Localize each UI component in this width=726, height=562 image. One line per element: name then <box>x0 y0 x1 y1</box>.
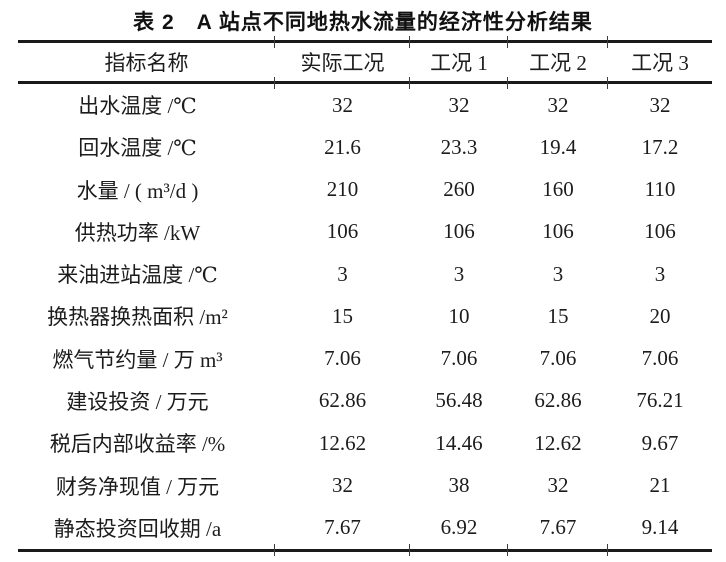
table-cell: 160 <box>542 177 574 202</box>
row-label: 税后内部收益率 /% <box>49 432 226 457</box>
table-cell: 23.3 <box>440 134 478 159</box>
table-cell: 32 <box>547 92 569 117</box>
table-cell: 76.21 <box>636 388 684 413</box>
table-cell: 9.67 <box>641 430 679 455</box>
column-tick <box>274 77 275 89</box>
row-label: 静态投资回收期 /a <box>53 516 222 541</box>
table-row: 燃气节约量 / 万 m³ 7.06 7.06 7.06 7.06 <box>18 338 712 380</box>
column-tick <box>409 544 410 556</box>
table-cell: 7.06 <box>641 346 679 371</box>
table-cell: 3 <box>453 261 465 286</box>
column-header-indicator: 指标名称 <box>18 41 275 84</box>
column-tick <box>507 36 508 48</box>
table-cell: 32 <box>332 92 353 117</box>
table-cell: 19.4 <box>539 134 577 159</box>
column-header-case3: 工况 3 <box>608 41 712 84</box>
column-tick <box>507 544 508 556</box>
column-tick <box>409 36 410 48</box>
table-cell: 62.86 <box>318 388 367 413</box>
column-tick <box>274 36 275 48</box>
table-cell: 15 <box>332 303 353 328</box>
column-tick <box>607 36 608 48</box>
table-cell: 32 <box>649 92 671 117</box>
table-cell: 106 <box>542 219 574 244</box>
table-cell: 7.67 <box>324 515 361 540</box>
table-cell: 12.62 <box>534 430 582 455</box>
table-cell: 106 <box>443 219 475 244</box>
table-cell: 10 <box>448 303 470 328</box>
table-row: 回水温度 /℃ 21.6 23.3 19.4 17.2 <box>18 126 712 168</box>
table-cell: 17.2 <box>641 134 679 159</box>
row-label: 出水温度 /℃ <box>78 94 197 119</box>
table-row: 出水温度 /℃ 32 32 32 32 <box>18 83 712 127</box>
table-row: 税后内部收益率 /% 12.62 14.46 12.62 9.67 <box>18 422 712 464</box>
column-header-case1: 工况 1 <box>410 41 508 84</box>
table-cell: 260 <box>443 177 475 202</box>
table-cell: 14.46 <box>435 430 483 455</box>
table-cell: 110 <box>644 177 676 202</box>
table-cell: 56.48 <box>435 388 483 413</box>
header-row: 指标名称 实际工况 工况 1 工况 2 工况 3 <box>18 41 712 84</box>
column-header-case2: 工况 2 <box>508 41 608 84</box>
table-cell: 6.92 <box>440 515 478 540</box>
table-cell: 12.62 <box>318 430 367 455</box>
table-cell: 32 <box>547 473 569 498</box>
row-label: 水量 / ( m³/d ) <box>76 178 199 203</box>
table-row: 供热功率 /kW 106 106 106 106 <box>18 211 712 253</box>
row-label: 建设投资 / 万元 <box>66 389 209 414</box>
table-cell: 106 <box>326 219 359 244</box>
table-cell: 21 <box>649 473 671 498</box>
table-cell: 3 <box>654 261 666 286</box>
column-header-actual: 实际工况 <box>275 41 410 84</box>
table-title: 表 2 A 站点不同地热水流量的经济性分析结果 <box>133 11 593 34</box>
table-cell: 7.67 <box>539 515 577 540</box>
row-label: 供热功率 /kW <box>74 220 201 245</box>
table-row: 建设投资 / 万元 62.86 56.48 62.86 76.21 <box>18 380 712 422</box>
table-cell: 7.06 <box>324 346 361 371</box>
table-cell: 32 <box>448 92 470 117</box>
table-row: 静态投资回收期 /a 7.67 6.92 7.67 9.14 <box>18 507 712 551</box>
table-cell: 7.06 <box>440 346 478 371</box>
column-tick <box>607 544 608 556</box>
table-row: 财务净现值 / 万元 32 38 32 21 <box>18 464 712 506</box>
table-cell: 210 <box>326 177 359 202</box>
table-cell: 3 <box>552 261 564 286</box>
column-tick <box>507 77 508 89</box>
table-cell: 106 <box>644 219 676 244</box>
table-row: 来油进站温度 /℃ 3 3 3 3 <box>18 253 712 295</box>
row-label: 燃气节约量 / 万 m³ <box>52 347 223 372</box>
table-cell: 21.6 <box>324 134 361 159</box>
column-tick <box>274 544 275 556</box>
column-tick <box>409 77 410 89</box>
table-row: 换热器换热面积 /m² 15 10 15 20 <box>18 295 712 337</box>
table-cell: 38 <box>448 473 470 498</box>
table-cell: 20 <box>649 303 671 328</box>
table-cell: 15 <box>547 303 569 328</box>
table-cell: 32 <box>332 473 353 498</box>
economic-analysis-table: 指标名称 实际工况 工况 1 工况 2 工况 3 出水温度 /℃ 32 32 3… <box>18 40 712 552</box>
table-cell: 9.14 <box>641 515 679 540</box>
row-label: 来油进站温度 /℃ <box>57 263 218 288</box>
column-tick <box>607 77 608 89</box>
row-label: 回水温度 /℃ <box>78 136 197 161</box>
table-cell: 62.86 <box>534 388 582 413</box>
table-cell: 3 <box>337 261 348 286</box>
table-row: 水量 / ( m³/d ) 210 260 160 110 <box>18 169 712 211</box>
row-label: 换热器换热面积 /m² <box>47 305 228 330</box>
row-label: 财务净现值 / 万元 <box>55 474 220 499</box>
table-cell: 7.06 <box>539 346 577 371</box>
